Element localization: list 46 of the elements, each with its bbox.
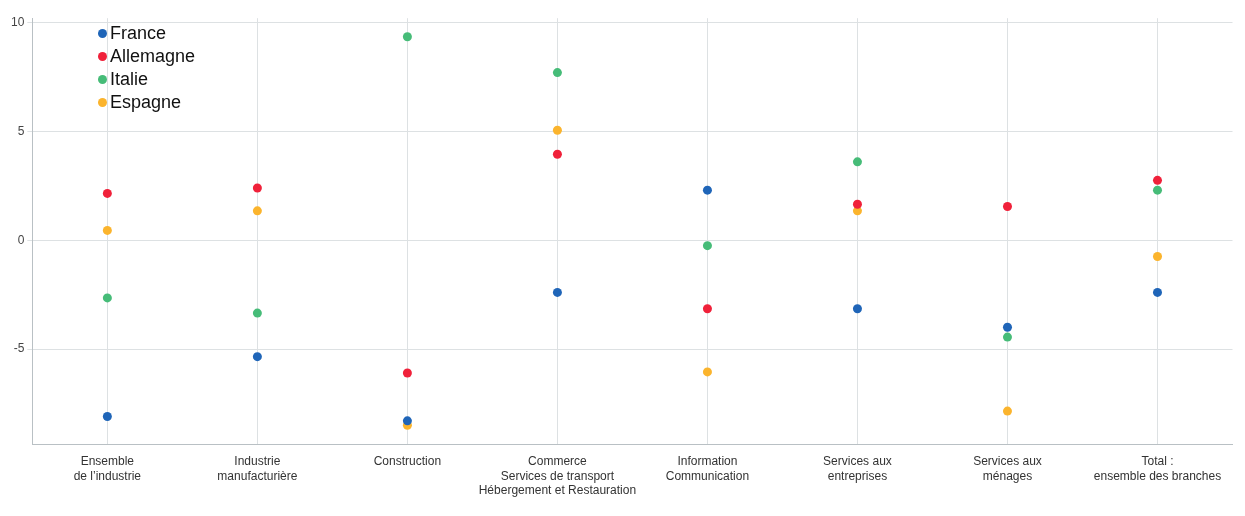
point bbox=[552, 68, 562, 78]
point bbox=[402, 416, 412, 426]
x-tick-label: Ensemble de l’industrie bbox=[73, 454, 142, 483]
point bbox=[852, 157, 862, 167]
point bbox=[1152, 287, 1162, 297]
point bbox=[402, 368, 412, 378]
point bbox=[1152, 175, 1162, 185]
point bbox=[852, 304, 862, 314]
point bbox=[252, 352, 262, 362]
point bbox=[1002, 201, 1012, 211]
point bbox=[1152, 185, 1162, 195]
point bbox=[102, 293, 112, 303]
point bbox=[702, 304, 712, 314]
point bbox=[702, 241, 712, 251]
x-tick-label: Commerce Services de transport Hébergement et Restauration bbox=[478, 454, 637, 498]
x-tick-label: Industrie manufacturière bbox=[217, 454, 298, 483]
point bbox=[702, 367, 712, 377]
y-tick-label: 0 bbox=[17, 232, 25, 247]
point bbox=[252, 206, 262, 216]
y-tick-label: 5 bbox=[17, 123, 25, 138]
point bbox=[252, 308, 262, 318]
point bbox=[1002, 322, 1012, 332]
x-tick-label: Services aux ménages bbox=[973, 454, 1042, 483]
point bbox=[552, 149, 562, 159]
point bbox=[102, 188, 112, 198]
legend-label: Allemagne bbox=[110, 45, 196, 68]
point bbox=[402, 32, 412, 42]
y-tick-label: 10 bbox=[10, 14, 25, 29]
x-tick-label: Construction bbox=[373, 454, 442, 469]
y-tick-label: -5 bbox=[13, 341, 25, 356]
point bbox=[1002, 332, 1012, 342]
point bbox=[1152, 252, 1162, 262]
point bbox=[102, 412, 112, 422]
point bbox=[852, 199, 862, 209]
point bbox=[252, 183, 262, 193]
x-tick-label: Total : ensemble des branches bbox=[1093, 454, 1222, 483]
point bbox=[702, 185, 712, 195]
point bbox=[552, 125, 562, 135]
point bbox=[102, 225, 112, 235]
legend-label: France bbox=[110, 22, 167, 45]
point bbox=[552, 287, 562, 297]
x-tick-label: Services aux entreprises bbox=[823, 454, 892, 483]
x-tick-label: Information Communication bbox=[665, 454, 750, 483]
point bbox=[1002, 406, 1012, 416]
legend-label: Espagne bbox=[110, 91, 182, 114]
legend-label: Italie bbox=[110, 68, 149, 91]
